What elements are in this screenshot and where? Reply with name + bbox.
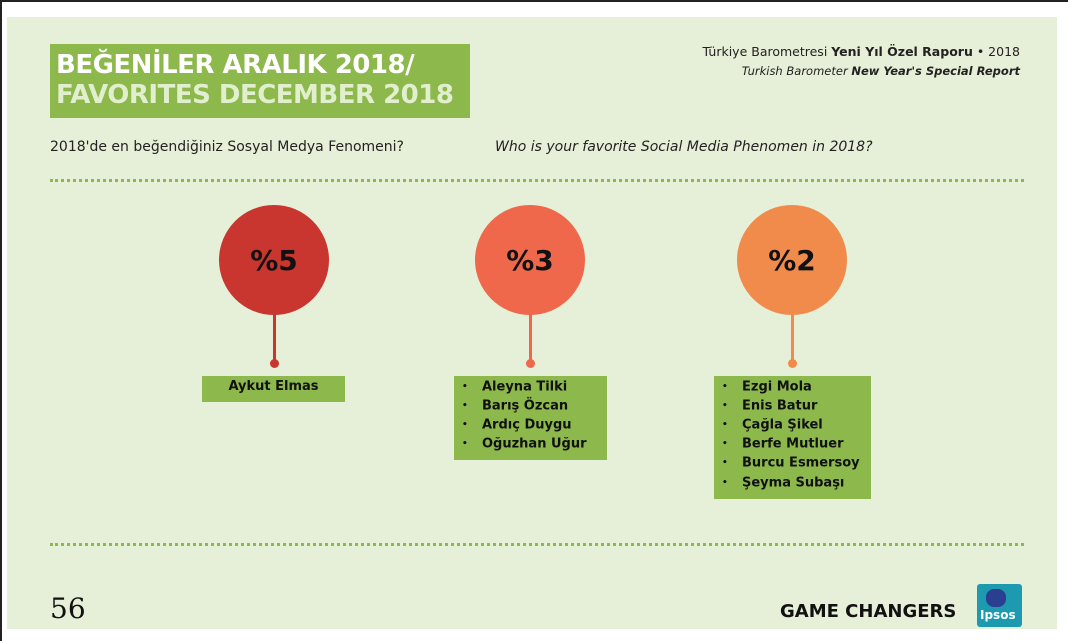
divider <box>50 543 1024 546</box>
percent-circle: %2 <box>737 205 847 315</box>
name-row: • Ardıç Duygu <box>454 416 607 435</box>
title-box: BEĞENİLER ARALIK 2018/ FAVORITES DECEMBE… <box>50 44 470 118</box>
bullet: • <box>722 439 728 450</box>
question-en: Who is your favorite Social Media Phenom… <box>495 139 873 155</box>
bullet: • <box>462 401 468 412</box>
name-row: • Berfe Mutluer <box>714 435 871 454</box>
name: Burcu Esmersoy <box>742 456 860 472</box>
name-box: • Aleyna Tilki • Barış Özcan • Ardıç Duygu • Oğ… <box>454 376 607 461</box>
name-row: • Burcu Esmersoy <box>714 454 871 473</box>
text: Turkish Barometer <box>741 64 852 78</box>
report-tr: Türkiye Barometresi Yeni Yıl Özel Raporu… <box>702 44 1020 59</box>
name: Şeyma Subaşı <box>742 475 845 491</box>
name-box: Aykut Elmas <box>202 376 345 403</box>
bullet: • <box>722 382 728 392</box>
percent-circle: %5 <box>219 205 329 315</box>
bullet: • <box>462 382 468 392</box>
name: Çağla Şikel <box>742 417 823 433</box>
name: Barış Özcan <box>482 398 569 414</box>
stem <box>791 302 794 364</box>
name-row: • Ezgi Mola <box>714 378 871 397</box>
name: Aykut Elmas <box>228 379 319 394</box>
text: Yeni Yıl Özel Raporu <box>831 44 973 59</box>
logo-text: Ipsos <box>980 608 1016 622</box>
name: Oğuzhan Uğur <box>482 437 587 453</box>
name-row: • Barış Özcan <box>454 397 607 416</box>
logo: Ipsos <box>977 584 1022 627</box>
bullet: • <box>722 420 728 431</box>
stem-dot <box>526 359 535 368</box>
name-row: • Enis Batur <box>714 397 871 416</box>
page-number: 56 <box>50 592 86 625</box>
name-box: • Ezgi Mola • Enis Batur • Çağla Şikel • Berfe … <box>714 376 871 499</box>
stem-dot <box>270 359 279 368</box>
panel <box>7 17 1057 629</box>
stem <box>529 302 532 364</box>
divider <box>50 179 1024 182</box>
stem <box>273 302 276 364</box>
percent-circle: %3 <box>475 205 585 315</box>
bullet: • <box>722 477 728 488</box>
name-row: Aykut Elmas <box>202 378 345 396</box>
logo-mark <box>986 589 1006 607</box>
bullet: • <box>722 458 728 469</box>
name: Aleyna Tilki <box>482 379 568 395</box>
name-row: • Oğuzhan Uğur <box>454 435 607 454</box>
name: Enis Batur <box>742 398 818 414</box>
bullet: • <box>722 401 728 412</box>
text: Türkiye Barometresi <box>702 44 832 59</box>
name-row: • Şeyma Subaşı <box>714 474 871 493</box>
tagline: GAME CHANGERS <box>780 601 957 622</box>
bullet: • <box>462 420 468 431</box>
name: Ezgi Mola <box>742 379 812 395</box>
name: Ardıç Duygu <box>482 417 572 433</box>
title-en: FAVORITES DECEMBER 2018 <box>56 80 454 110</box>
title-tr: BEĞENİLER ARALIK 2018/ <box>56 50 415 80</box>
bullet: • <box>462 439 468 450</box>
name-row: • Aleyna Tilki <box>454 378 607 397</box>
question-tr: 2018'de en beğendiğiniz Sosyal Medya Fen… <box>50 139 404 155</box>
name: Berfe Mutluer <box>742 437 844 453</box>
stem-dot <box>788 359 797 368</box>
report-en: Turkish Barometer New Year's Special Rep… <box>742 64 1020 78</box>
text: • 2018 <box>972 44 1020 59</box>
name-row: • Çağla Şikel <box>714 416 871 435</box>
text: New Year's Special Report <box>851 64 1020 78</box>
